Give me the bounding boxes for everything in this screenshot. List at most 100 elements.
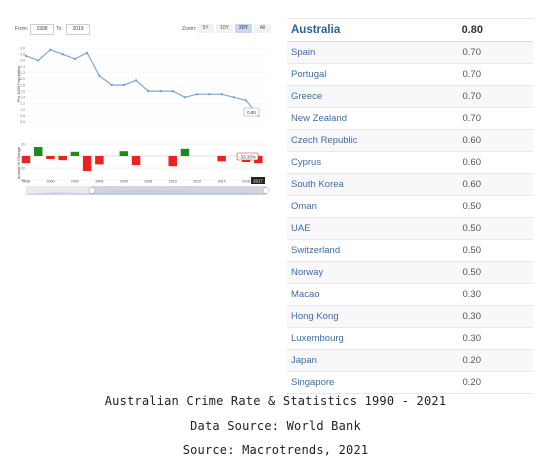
x-tick-label: 1998 [22, 180, 30, 184]
table-row: Spain 0.70 [287, 42, 533, 64]
annual-change-bar [21, 156, 31, 164]
x-axis-end-badge [251, 177, 265, 184]
line-y-tick-label: 2.2 [20, 71, 25, 75]
country-link[interactable]: Czech Republic [291, 135, 358, 146]
country-value: 0.30 [462, 289, 482, 300]
country-link[interactable]: Spain [291, 47, 316, 58]
annual-change-bar [46, 156, 55, 159]
line-point [147, 90, 150, 93]
annual-change-bar [119, 151, 129, 156]
country-value: 0.20 [462, 377, 482, 388]
x-tick-label: 2002 [71, 180, 79, 184]
from-label: From: [15, 26, 29, 32]
line-y-tick-label: 3.0 [20, 46, 25, 50]
line-point [86, 51, 89, 54]
country-value: 0.70 [462, 69, 482, 80]
line-point [24, 54, 28, 57]
annual-change-bar [217, 156, 226, 162]
line-y-tick-label: 1.2 [20, 102, 25, 106]
line-y-tick-label: 0.6 [20, 120, 25, 124]
line-point [134, 79, 138, 82]
country-ranking-table: Australia 0.80 Spain 0.70 Portugal 0.70 Gree… [287, 18, 533, 394]
country-link[interactable]: UAE [291, 223, 311, 234]
country-link[interactable]: Luxembourg [291, 333, 344, 344]
table-row: Greece 0.70 [287, 86, 533, 108]
zoom-all-button[interactable]: All [254, 24, 271, 33]
line-y-tick-label: 2.6 [20, 59, 25, 63]
line-y-tick-label: 1.6 [20, 89, 25, 93]
annual-change-bar [131, 156, 141, 165]
country-link[interactable]: Cyprus [291, 157, 322, 168]
navigator-left-handle[interactable] [88, 187, 96, 194]
bar-y-tick-label: -40 [20, 178, 25, 182]
table-row: New Zealand 0.70 [287, 108, 533, 130]
from-year-input[interactable]: 1998 [30, 24, 54, 35]
caption-data-source: Data Source: World Bank [190, 419, 361, 433]
line-end-label-box [243, 107, 260, 117]
annual-change-bar [95, 156, 104, 165]
line-end-label: 0.80 [247, 110, 256, 115]
crime-rate-chart-widget: From: 1998 To: 2019 Zoom: 5Y 10Y 20Y All… [14, 18, 272, 196]
line-point [245, 99, 248, 102]
line-y-axis-label: Per 1000 Population [16, 66, 21, 102]
table-row: Switzerland 0.50 [287, 240, 533, 262]
x-axis-ticks: 1998 2000 2002 2004 2006 2008 2010 2012 2014 2016 [22, 180, 250, 184]
x-tick-label: 2008 [144, 180, 152, 184]
country-link[interactable]: South Korea [291, 179, 344, 190]
country-link[interactable]: Portugal [291, 69, 327, 80]
line-point [159, 90, 162, 93]
zoom-label: Zoom: [182, 26, 197, 32]
x-tick-label: 2016 [242, 180, 250, 184]
caption-title: Australian Crime Rate & Statistics 1990 … [104, 394, 447, 408]
table-rows: Spain 0.70 Portugal 0.70 Greece 0.70 New Zeala… [287, 42, 533, 394]
country-link[interactable]: Greece [291, 91, 323, 102]
table-row: Luxembourg 0.30 [287, 328, 533, 350]
header-value: 0.80 [461, 24, 483, 36]
table-row: Norway 0.50 [287, 262, 533, 284]
annual-change-bar [58, 156, 67, 161]
line-point [61, 53, 64, 56]
x-tick-label: 2010 [169, 180, 177, 184]
country-link[interactable]: Macao [291, 289, 320, 300]
line-point [196, 93, 199, 96]
line-point [171, 90, 174, 93]
line-points [24, 48, 260, 117]
line-point [98, 74, 101, 77]
country-link[interactable]: Norway [291, 267, 324, 278]
x-tick-label: 2014 [218, 180, 226, 184]
line-point [110, 83, 113, 87]
country-link[interactable]: Hong Kong [291, 311, 339, 322]
country-value: 0.50 [462, 201, 482, 212]
x-tick-label: 2000 [46, 180, 54, 184]
line-y-tick-label: 0.8 [20, 114, 25, 118]
navigator-selection[interactable] [92, 186, 266, 195]
to-year-input[interactable]: 2019 [66, 24, 90, 35]
bar-y-tick-label: 20 [21, 142, 25, 146]
country-value: 0.70 [462, 91, 482, 102]
country-value: 0.30 [462, 311, 482, 322]
line-point [183, 96, 187, 99]
line-point [232, 96, 235, 99]
bar-end-label: -33.33% [239, 155, 256, 160]
country-link[interactable]: Switzerland [291, 245, 341, 256]
range-controls: From: 1998 To: 2019 Zoom: 5Y 10Y 20Y All [14, 22, 272, 36]
country-link[interactable]: Japan [291, 355, 317, 366]
zoom-5y-button[interactable]: 5Y [197, 24, 214, 33]
table-row: UAE 0.50 [287, 218, 533, 240]
country-link[interactable]: New Zealand [291, 113, 347, 124]
country-value: 0.20 [462, 355, 482, 366]
country-value: 0.50 [462, 223, 482, 234]
line-y-tick-label: 1.0 [20, 108, 25, 112]
annual-change-bar [33, 147, 43, 156]
navigator-right-handle[interactable] [262, 187, 270, 194]
table-row: South Korea 0.60 [287, 174, 533, 196]
country-link[interactable]: Oman [291, 201, 317, 212]
line-point [220, 93, 223, 96]
country-link[interactable]: Singapore [291, 377, 335, 388]
zoom-10y-button[interactable]: 10Y [216, 24, 233, 33]
crime-rate-line [25, 49, 259, 117]
annual-change-bar [180, 148, 190, 156]
annual-change-bar [254, 156, 263, 164]
line-plot-area [26, 38, 266, 130]
zoom-20y-button[interactable]: 20Y [235, 24, 252, 33]
